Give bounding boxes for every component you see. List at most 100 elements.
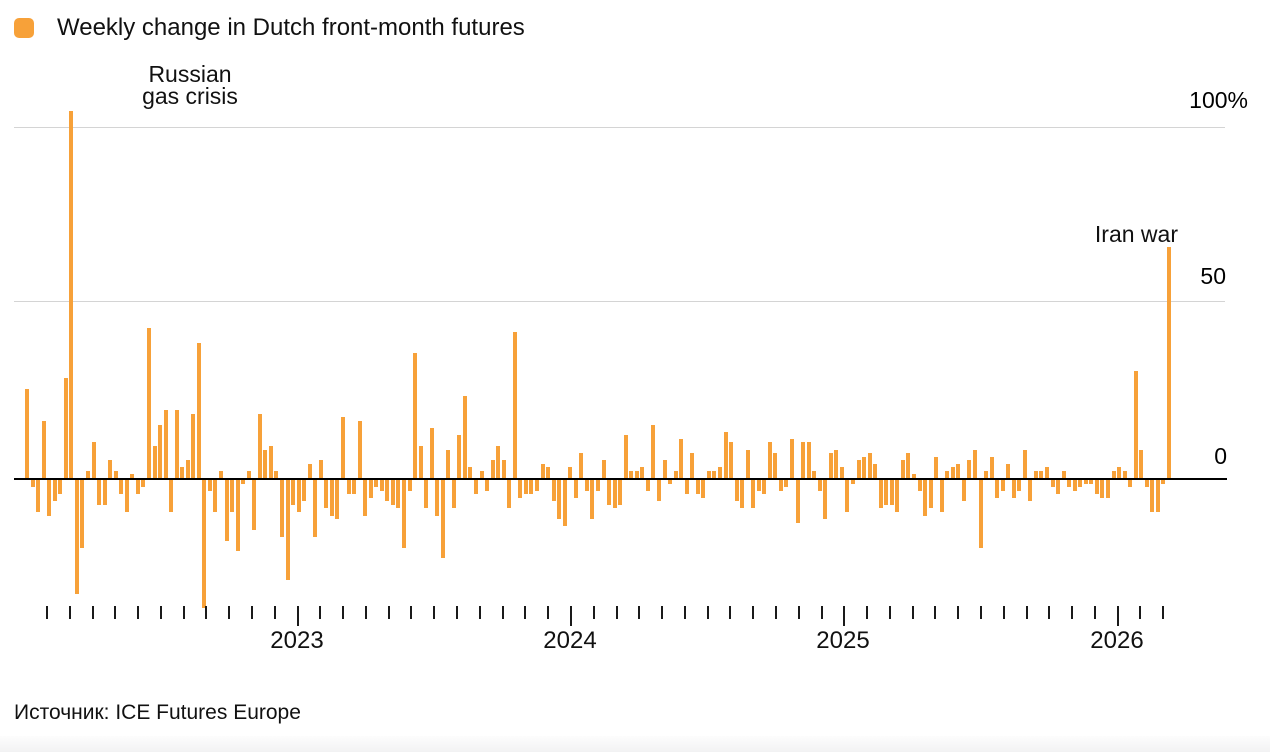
bar xyxy=(1022,449,1027,478)
bar xyxy=(368,480,373,498)
bar xyxy=(451,480,456,509)
bar xyxy=(1100,480,1105,498)
bar xyxy=(135,480,140,495)
bar xyxy=(740,480,745,509)
month-tick xyxy=(159,606,162,619)
bar xyxy=(191,413,196,478)
bar xyxy=(346,480,351,495)
bar xyxy=(978,480,983,548)
bar xyxy=(1000,480,1005,491)
bar xyxy=(950,467,955,478)
bar xyxy=(63,378,68,478)
legend: Weekly change in Dutch front-month futur… xyxy=(14,14,525,42)
bar xyxy=(684,480,689,495)
bar xyxy=(801,442,806,478)
bar xyxy=(108,460,113,478)
bar xyxy=(917,480,922,491)
bar xyxy=(839,467,844,478)
bar xyxy=(1039,470,1044,478)
bar xyxy=(446,449,451,478)
bar xyxy=(318,460,323,478)
bar xyxy=(1161,480,1166,484)
month-tick xyxy=(182,606,185,619)
bar xyxy=(324,480,329,509)
bar xyxy=(457,435,462,478)
month-tick xyxy=(1071,606,1074,619)
bar xyxy=(352,480,357,495)
bar xyxy=(1111,470,1116,478)
bar xyxy=(440,480,445,559)
bar xyxy=(291,480,296,505)
bar xyxy=(1128,480,1133,488)
legend-swatch-icon xyxy=(14,18,34,38)
month-tick xyxy=(114,606,117,619)
bar xyxy=(496,445,501,478)
bar xyxy=(418,445,423,478)
month-tick xyxy=(1093,606,1096,619)
bar xyxy=(1150,480,1155,513)
bar xyxy=(695,480,700,495)
bar xyxy=(335,480,340,520)
bar xyxy=(607,480,612,505)
bar xyxy=(690,453,695,478)
bar xyxy=(762,480,767,495)
bar xyxy=(668,480,673,484)
month-tick xyxy=(46,606,48,619)
bar xyxy=(573,480,578,498)
bar xyxy=(340,417,345,478)
bar xyxy=(1067,480,1072,488)
bar xyxy=(213,480,218,513)
bar xyxy=(1133,371,1138,478)
bar xyxy=(507,480,512,509)
x-axis-year-2026: 2026 xyxy=(1090,627,1144,654)
bar xyxy=(219,470,224,478)
bar xyxy=(307,463,312,478)
bar xyxy=(729,442,734,478)
bar xyxy=(1045,467,1050,478)
bar xyxy=(512,332,517,478)
bar xyxy=(773,453,778,478)
bar xyxy=(856,460,861,478)
bar xyxy=(1056,480,1061,495)
bar xyxy=(756,480,761,491)
month-tick xyxy=(364,606,367,619)
bar xyxy=(862,456,867,478)
month-tick xyxy=(524,606,527,619)
month-tick xyxy=(251,606,254,619)
month-tick xyxy=(1139,606,1142,619)
bar xyxy=(596,480,600,491)
month-tick xyxy=(820,606,823,619)
bar xyxy=(268,445,273,478)
bar xyxy=(407,480,412,491)
bar xyxy=(557,480,562,520)
bar xyxy=(900,460,905,478)
bar xyxy=(1078,480,1083,488)
bar xyxy=(1155,480,1160,513)
bar xyxy=(52,480,57,502)
bar xyxy=(889,480,894,505)
bar xyxy=(235,480,240,552)
month-tick xyxy=(1025,606,1028,619)
month-tick xyxy=(456,606,459,619)
bar xyxy=(568,467,573,478)
month-tick xyxy=(866,606,869,619)
bar xyxy=(1083,480,1088,484)
bar xyxy=(468,467,473,478)
bar xyxy=(989,456,994,478)
bar xyxy=(296,480,301,513)
bar xyxy=(1017,480,1022,491)
month-tick xyxy=(752,606,755,619)
bar xyxy=(97,480,102,505)
bar xyxy=(185,460,190,478)
bar xyxy=(928,480,933,509)
bar xyxy=(662,460,667,478)
zero-axis-line xyxy=(14,478,1227,480)
bar xyxy=(479,470,484,478)
bar xyxy=(396,480,401,509)
bar xyxy=(1061,470,1066,478)
month-tick xyxy=(615,606,618,619)
year-tick xyxy=(296,606,299,626)
source-credit: Источник: ICE Futures Europe xyxy=(14,701,301,724)
bar xyxy=(501,460,506,478)
